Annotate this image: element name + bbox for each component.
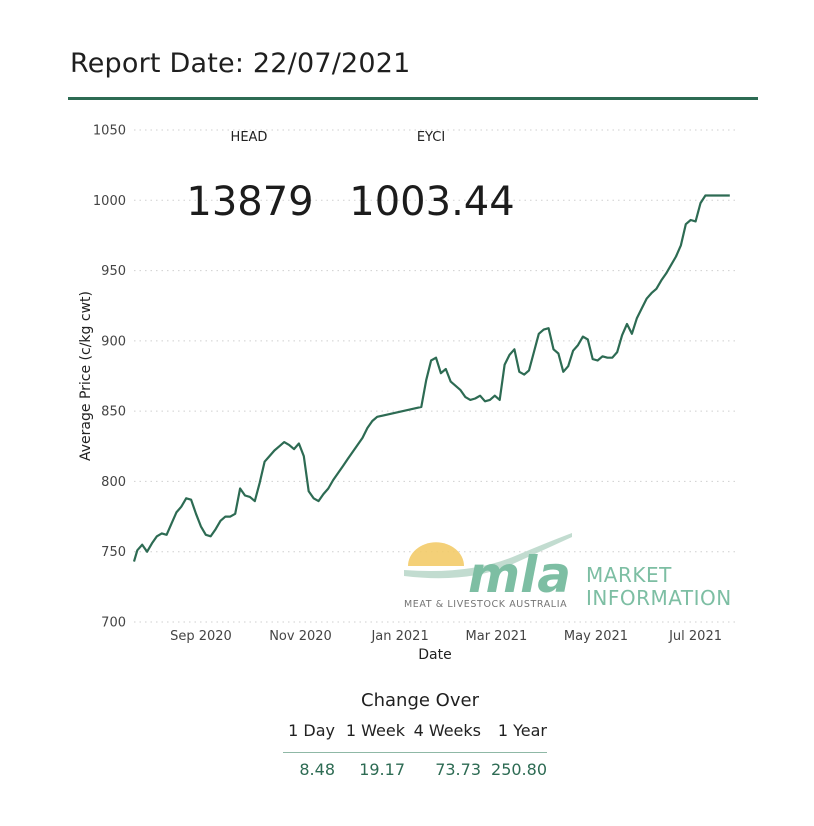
eyci-value: 1003.44 (349, 179, 514, 225)
x-tick-label: Sep 2020 (170, 629, 232, 644)
price-chart: 700 750 800 850 900 950 1000 1050 Sep 2020 Nov 2… (78, 124, 738, 663)
logo-market-text: MARKET (586, 563, 672, 587)
x-tick-label: May 2021 (564, 629, 628, 644)
y-tick-label: 850 (101, 405, 126, 420)
x-axis-title: Date (418, 647, 451, 663)
x-tick-label: Mar 2021 (466, 629, 528, 644)
change-over-values-row: 8.48 19.17 73.73 250.80 (283, 755, 547, 785)
x-tick-label: Jul 2021 (668, 629, 722, 644)
eyci-label: EYCI (417, 130, 445, 145)
y-tick-label: 800 (101, 475, 126, 490)
report-date-title: Report Date: 22/07/2021 (70, 48, 411, 79)
header-1-year: 1 Year (497, 721, 547, 740)
header-1-day: 1 Day (288, 721, 335, 740)
value-1-day: 8.48 (299, 760, 335, 779)
y-tick-label: 1000 (93, 194, 126, 209)
logo-hill-icon (404, 533, 572, 579)
y-tick-label: 950 (101, 264, 126, 279)
x-tick-label: Jan 2021 (370, 629, 428, 644)
value-1-year: 250.80 (491, 760, 547, 779)
header-divider (68, 97, 758, 100)
change-over-title: Change Over (361, 690, 479, 711)
y-tick-label: 750 (101, 545, 126, 560)
head-label: HEAD (231, 130, 268, 145)
logo-sun-icon (408, 542, 464, 566)
y-axis-title: Average Price (c/kg cwt) (78, 291, 94, 461)
eyci-price-line (132, 194, 730, 562)
value-1-week: 19.17 (359, 760, 405, 779)
change-over-table: 1 Day 1 Week 4 Weeks 1 Year 8.48 19.17 7… (283, 718, 547, 785)
head-value: 13879 (186, 179, 313, 225)
value-4-weeks: 73.73 (435, 760, 481, 779)
x-axis-ticks: Sep 2020 Nov 2020 Jan 2021 Mar 2021 May 2021… (170, 629, 722, 644)
y-axis-ticks: 700 750 800 850 900 950 1000 1050 (93, 124, 126, 631)
y-tick-label: 1050 (93, 124, 126, 139)
header-4-weeks: 4 Weeks (413, 721, 481, 740)
y-tick-label: 900 (101, 334, 126, 349)
logo-information-text: INFORMATION (586, 586, 732, 610)
header-1-week: 1 Week (345, 721, 405, 740)
x-tick-label: Nov 2020 (269, 629, 332, 644)
logo-subtitle: MEAT & LIVESTOCK AUSTRALIA (404, 599, 567, 610)
change-over-header-row: 1 Day 1 Week 4 Weeks 1 Year (283, 718, 547, 744)
y-tick-label: 700 (101, 616, 126, 631)
logo-mla-text: mla (468, 546, 571, 604)
mla-logo: mla MEAT & LIVESTOCK AUSTRALIA MARKET IN… (404, 533, 732, 610)
change-over-divider (283, 752, 547, 753)
